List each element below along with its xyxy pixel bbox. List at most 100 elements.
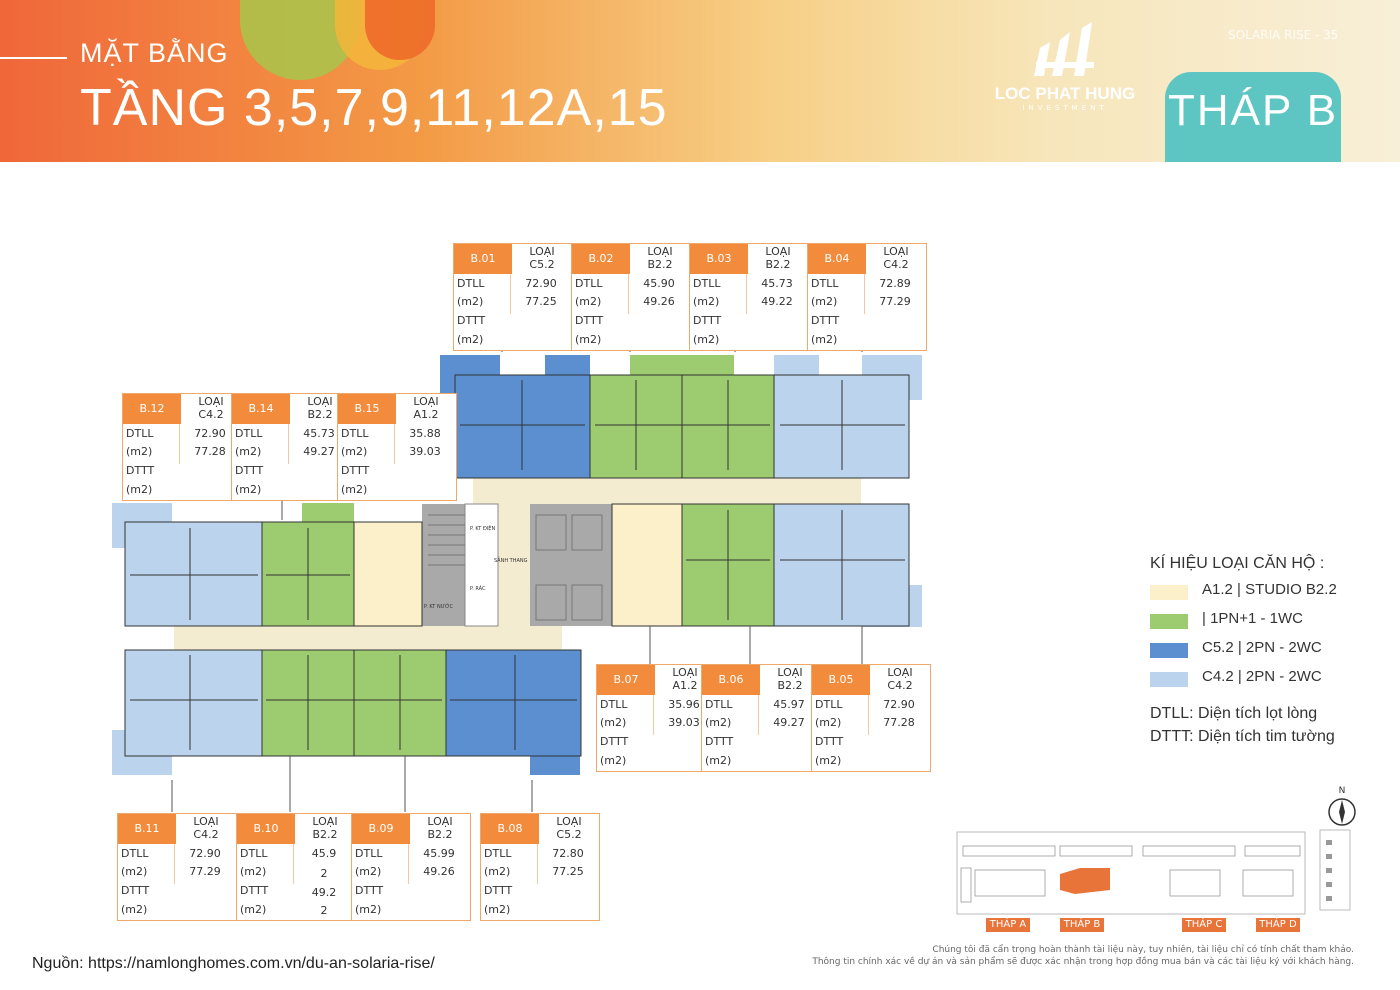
unit-type: LOẠI C4.2 [870,666,930,692]
area-unit: (m2) [600,716,627,729]
unit-code: B.04 [808,244,866,274]
divider [628,274,629,314]
dttt-label: DTTT [693,314,722,327]
unit-type-code: C4.2 [887,679,913,692]
wall-lines [124,374,910,757]
logo-subtitle: INVESTMENT [1022,104,1108,112]
divider [868,695,869,735]
dttt-value: 49.22 [761,295,793,308]
divider [653,695,654,735]
unit-code: B.06 [702,665,760,695]
unit-info-box: B.02 LOẠI B2.2 DTLL 45.90 (m2) 49.26 DTTT (m2) [571,243,691,351]
area-unit: (m2) [484,865,511,878]
dttt-value: 49.27 [303,445,335,458]
area-unit: (m2) [235,445,262,458]
apartment-b07 [612,504,682,626]
dttt-value: 49.2 [311,886,337,899]
unit-info-box: B.07 LOẠI A1.2 DTLL 35.96 (m2) 39.03 DTTT (m2) [596,664,716,772]
dtll-label: DTLL [240,847,268,860]
unit-type-code: C5.2 [529,258,555,271]
unit-code: B.15 [338,394,396,424]
site-label-tower-b: THÁP B [1060,918,1104,932]
dttt-value: 77.29 [189,865,221,878]
site-label-tower-d: THÁP D [1256,918,1300,932]
divider [746,274,747,314]
dtll-value: 72.89 [879,277,911,290]
dttt-value: 39.03 [668,716,700,729]
area-unit: (m2) [600,754,627,767]
balcony [302,503,354,525]
unit-type-label: LOẠI [765,245,791,258]
apartment-b15 [354,522,422,626]
area-unit: (m2) [235,483,262,496]
unit-code: B.14 [232,394,290,424]
header-banner: MẶT BẰNG TẦNG 3,5,7,9,11,12A,15 LOC PHAT… [0,0,1400,162]
logo-mark-icon [1034,22,1094,76]
unit-type-code: C4.2 [193,828,219,841]
disclaimer-line-2: Thông tin chính xác về dự án và sản phẩm… [812,957,1354,967]
unit-code: B.09 [352,814,410,844]
balcony [440,355,500,400]
header-rule [0,57,67,59]
dtll-value: 35.88 [409,427,441,440]
site-label-tower-c: THÁP C [1182,918,1226,932]
divider [179,424,180,464]
balcony [112,730,172,775]
area-unit: (m2) [705,754,732,767]
area-unit: (m2) [355,865,382,878]
dtll-label: DTLL [235,427,263,440]
unit-type: LOẠI C5.2 [512,245,572,271]
unit-type: LOẠI B2.2 [630,245,690,271]
site-label-tower-a: THÁP A [986,918,1030,932]
unit-type: LOẠI A1.2 [655,666,715,692]
unit-code: B.02 [572,244,630,274]
unit-info-box: B.05 LOẠI C4.2 DTLL 72.90 (m2) 77.28 DTTT (m2) [811,664,931,772]
area-unit: (m2) [121,903,148,916]
dttt-label: DTTT [341,464,370,477]
legend-swatch [1150,672,1188,687]
dtll-label: DTLL [355,847,383,860]
balcony [545,355,590,385]
legend-swatch [1150,614,1188,629]
unit-type-label: LOẠI [672,666,698,679]
unit-code: B.11 [118,814,176,844]
unit-type-code: B2.2 [777,679,803,692]
unit-type-code: B2.2 [312,828,338,841]
legend-item: | 1PN+1 - 1WC [1150,610,1390,639]
unit-type-label: LOẠI [198,395,224,408]
unit-info-box: B.15 LOẠI A1.2 DTLL 35.88 (m2) 39.03 DTTT (m2) [337,393,457,501]
area-unit: (m2) [457,295,484,308]
unit-type-code: B2.2 [307,408,333,421]
area-unit: (m2) [811,295,838,308]
dtll-value: 35.96 [668,698,700,711]
core-lobby [498,504,530,626]
dttt-label: DTTT [457,314,486,327]
divider [394,424,395,464]
unit-type-label: LOẠI [307,395,333,408]
dtll-value: 45.90 [643,277,675,290]
dttt-value: 49.27 [773,716,805,729]
balcony [774,355,819,385]
dtll-label: DTLL [815,698,843,711]
unit-info-box: B.10 LOẠI B2.2 DTLL 45.9 (m2) 2 49.2 2 DTTT (m2) [236,813,356,921]
compass: N [1322,786,1362,836]
unit-code: B.03 [690,244,748,274]
unit-info-box: B.04 LOẠI C4.2 DTLL 72.89 (m2) 77.29 DTTT (m2) [807,243,927,351]
unit-type-label: LOẠI [312,815,338,828]
area-unit: (m2) [575,295,602,308]
unit-type-label: LOẠI [647,245,673,258]
dtll-value: 45.99 [423,847,455,860]
brand-logo: LOC PHAT HUNG INVESTMENT [985,22,1145,117]
core-label-trash: P. RÁC [470,585,486,592]
compass-letter: N [1338,786,1346,796]
divider [758,695,759,735]
dtll-value: 45.73 [303,427,335,440]
dtll-label: DTLL [457,277,485,290]
unit-info-box: B.12 LOẠI C4.2 DTLL 72.90 (m2) 77.28 DTTT (m2) [122,393,242,501]
dttt-label: DTTT [240,884,269,897]
divider [174,844,175,884]
balcony [630,355,682,377]
dtll-label: DTLL [341,427,369,440]
dtll-value: 45.97 [773,698,805,711]
